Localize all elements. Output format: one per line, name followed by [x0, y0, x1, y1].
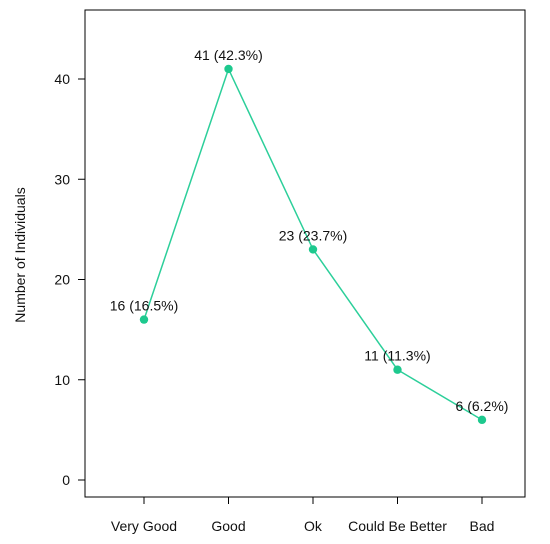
- data-labels: 16 (16.5%) 41 (42.3%) 23 (23.7%) 11 (11.3%)…: [110, 47, 509, 414]
- series-line: [143, 66, 483, 421]
- x-tick-label: Very Good: [111, 518, 177, 534]
- x-tick-label: Good: [211, 518, 245, 534]
- x-tick-label: Ok: [304, 518, 323, 534]
- data-label: 41 (42.3%): [194, 47, 262, 63]
- x-tick-label: Could Be Better: [348, 518, 447, 534]
- y-tick-label: 40: [54, 71, 70, 87]
- data-label: 11 (11.3%): [364, 348, 430, 364]
- data-point: [477, 415, 487, 425]
- plot-frame: [84, 9, 526, 498]
- y-axis-title: Number of Individuals: [12, 187, 28, 322]
- y-axis: 0 10 20 30 40: [54, 71, 86, 488]
- y-tick-label: 0: [62, 472, 70, 488]
- y-tick-label: 10: [54, 372, 70, 388]
- data-point: [308, 245, 318, 254]
- y-tick-label: 20: [54, 272, 70, 288]
- x-axis: Very Good Good Ok Could Be Better Bad: [111, 496, 495, 534]
- data-label: 6 (6.2%): [456, 398, 509, 414]
- data-point: [393, 365, 402, 374]
- series: [139, 64, 487, 425]
- data-point: [139, 315, 149, 324]
- data-point: [224, 64, 233, 74]
- data-label: 23 (23.7%): [279, 227, 347, 243]
- x-tick-label: Bad: [470, 518, 495, 534]
- data-label: 16 (16.5%): [110, 298, 178, 314]
- y-tick-label: 30: [54, 171, 70, 187]
